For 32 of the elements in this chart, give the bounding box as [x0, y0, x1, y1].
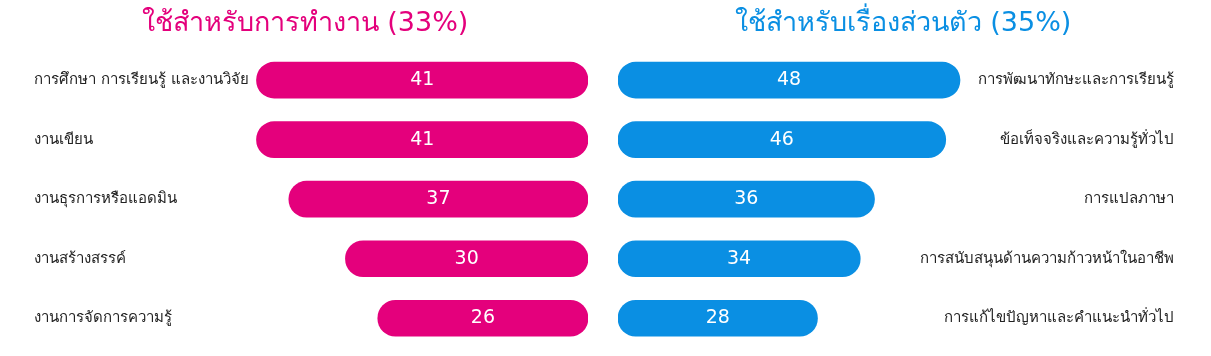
data-label: 34	[727, 245, 752, 268]
data-label: 30	[454, 245, 479, 268]
data-label: 46	[769, 126, 794, 149]
bar	[618, 121, 947, 159]
chart-title: ใช้สำหรับเรื่องส่วนตัว (35%)	[734, 3, 1072, 38]
bar	[288, 180, 588, 218]
y-tick-label: งานธุรการหรือแอดมิน	[34, 189, 177, 209]
data-label: 26	[470, 305, 495, 328]
bar	[256, 121, 588, 159]
data-label: 28	[705, 305, 730, 328]
bar	[618, 299, 818, 337]
bar	[256, 61, 588, 99]
data-label: 41	[410, 67, 435, 90]
y-tick-label: การแปลภาษา	[1084, 189, 1174, 208]
y-tick-label: การแก้ไขปัญหาและคำแนะนำทั่วไป	[944, 306, 1174, 327]
bar	[618, 240, 861, 278]
data-label: 41	[410, 126, 435, 149]
y-tick-label: งานการจัดการความรู้	[34, 308, 172, 327]
data-label: 48	[776, 67, 802, 90]
bar	[345, 240, 588, 278]
chart-title: ใช้สำหรับการทำงาน (33%)	[141, 6, 469, 38]
y-tick-label: การศึกษา การเรียนรู้ และงานวิจัย	[34, 70, 249, 89]
data-label: 36	[734, 186, 759, 209]
y-tick-label: การสนับสนุนด้านความก้าวหน้าในอาชีพ	[920, 248, 1174, 268]
y-tick-label: ข้อเท็จจริงและความรู้ทั่วไป	[1000, 127, 1174, 148]
bar	[377, 299, 588, 337]
bar	[618, 180, 875, 218]
bar	[618, 61, 961, 99]
y-tick-label: งานเขียน	[34, 129, 93, 148]
data-label: 37	[426, 186, 451, 209]
y-tick-label: การพัฒนาทักษะและการเรียนรู้	[978, 70, 1174, 89]
y-tick-label: งานสร้างสรรค์	[34, 248, 126, 267]
